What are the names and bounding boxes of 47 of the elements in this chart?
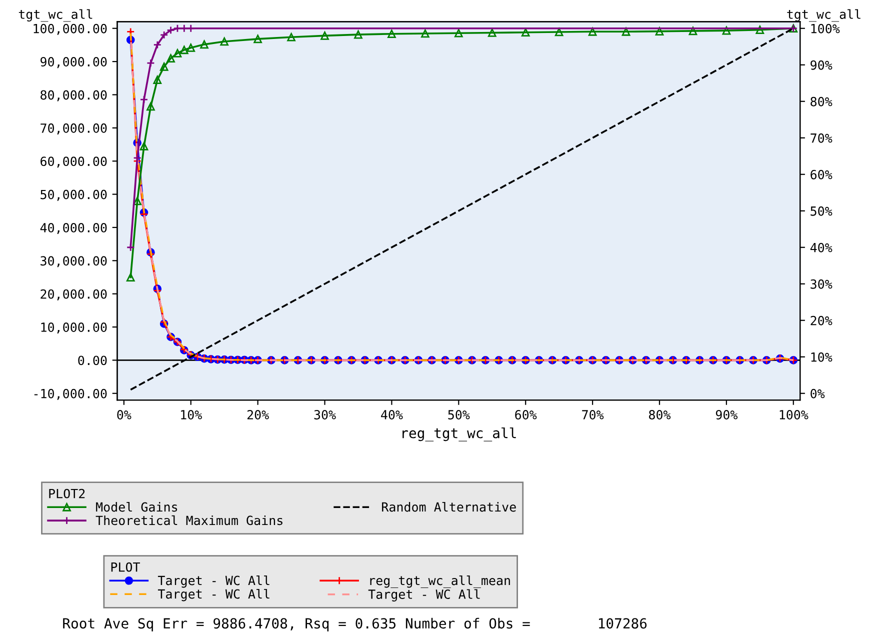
y-tick-label: 20,000.00 (40, 289, 107, 300)
text: PLOT2 (49, 488, 85, 498)
x-tick-label: 10% (181, 410, 202, 420)
y2-axis-title: tgt_wc_all (787, 9, 860, 22)
legend-label: Theoretical Maximum Gains (96, 515, 282, 526)
y2-tick-label: 60% (810, 170, 832, 180)
x-tick-label: 50% (448, 410, 470, 420)
y-tick-label: 50,000.00 (40, 190, 107, 201)
legend-label: Model Gains (96, 502, 178, 512)
x-tick-label: 80% (649, 410, 671, 420)
y-tick-label: 90,000.00 (40, 57, 107, 68)
y-tick-label: 30,000.00 (40, 256, 107, 268)
y-tick-label: 0.00 (78, 356, 107, 366)
y2-tick-label: 100% (811, 24, 840, 34)
y2-tick-label: 50% (810, 206, 832, 216)
legend-label: Target - WC All (368, 589, 480, 602)
x-tick-label: 60% (515, 410, 537, 420)
x-tick-label: 20% (247, 410, 269, 420)
x-tick-label: 100% (780, 410, 808, 420)
x-axis-title: reg_tgt_wc_all (402, 427, 516, 442)
y2-tick-label: 80% (810, 96, 832, 106)
x-tick-label: 90% (716, 410, 738, 420)
y2-tick-label: 0% (810, 388, 825, 398)
legend-label: Target - WC All (158, 575, 270, 588)
y2-tick-label: 10% (811, 352, 832, 362)
y-tick-label: -10,000.00 (34, 388, 107, 400)
legend-label: Random Alternative (382, 502, 516, 512)
y2-tick-label: 20% (810, 316, 832, 326)
x-tick-label: 40% (381, 410, 403, 420)
x-tick-label: 30% (314, 410, 336, 420)
text: PLOT (111, 562, 140, 572)
y-tick-label: 70,000.00 (40, 123, 107, 134)
y2-tick-label: 90% (810, 60, 832, 70)
y-tick-label: 100,000.00 (34, 24, 107, 35)
y2-tick-label: 40% (810, 242, 832, 252)
y-tick-label: 10,000.00 (41, 322, 107, 334)
x-tick-label: 0% (117, 410, 132, 420)
legend-label: reg_tgt_wc_all_mean (370, 575, 510, 588)
text: Root Ave Sq Err = 9886.4708, Rsq = 0.635 Number of Obs = 107286 (63, 618, 647, 632)
y-tick-label: 40,000.00 (40, 222, 107, 234)
y-axis-title: tgt_wc_all (18, 9, 92, 22)
y-tick-label: 80,000.00 (40, 90, 107, 102)
legend-label: Target - WC All (158, 588, 270, 602)
y2-tick-label: 30% (810, 279, 832, 289)
x-tick-label: 70% (582, 410, 604, 420)
y-tick-label: 60,000.00 (40, 156, 107, 168)
y2-tick-label: 70% (810, 133, 832, 143)
